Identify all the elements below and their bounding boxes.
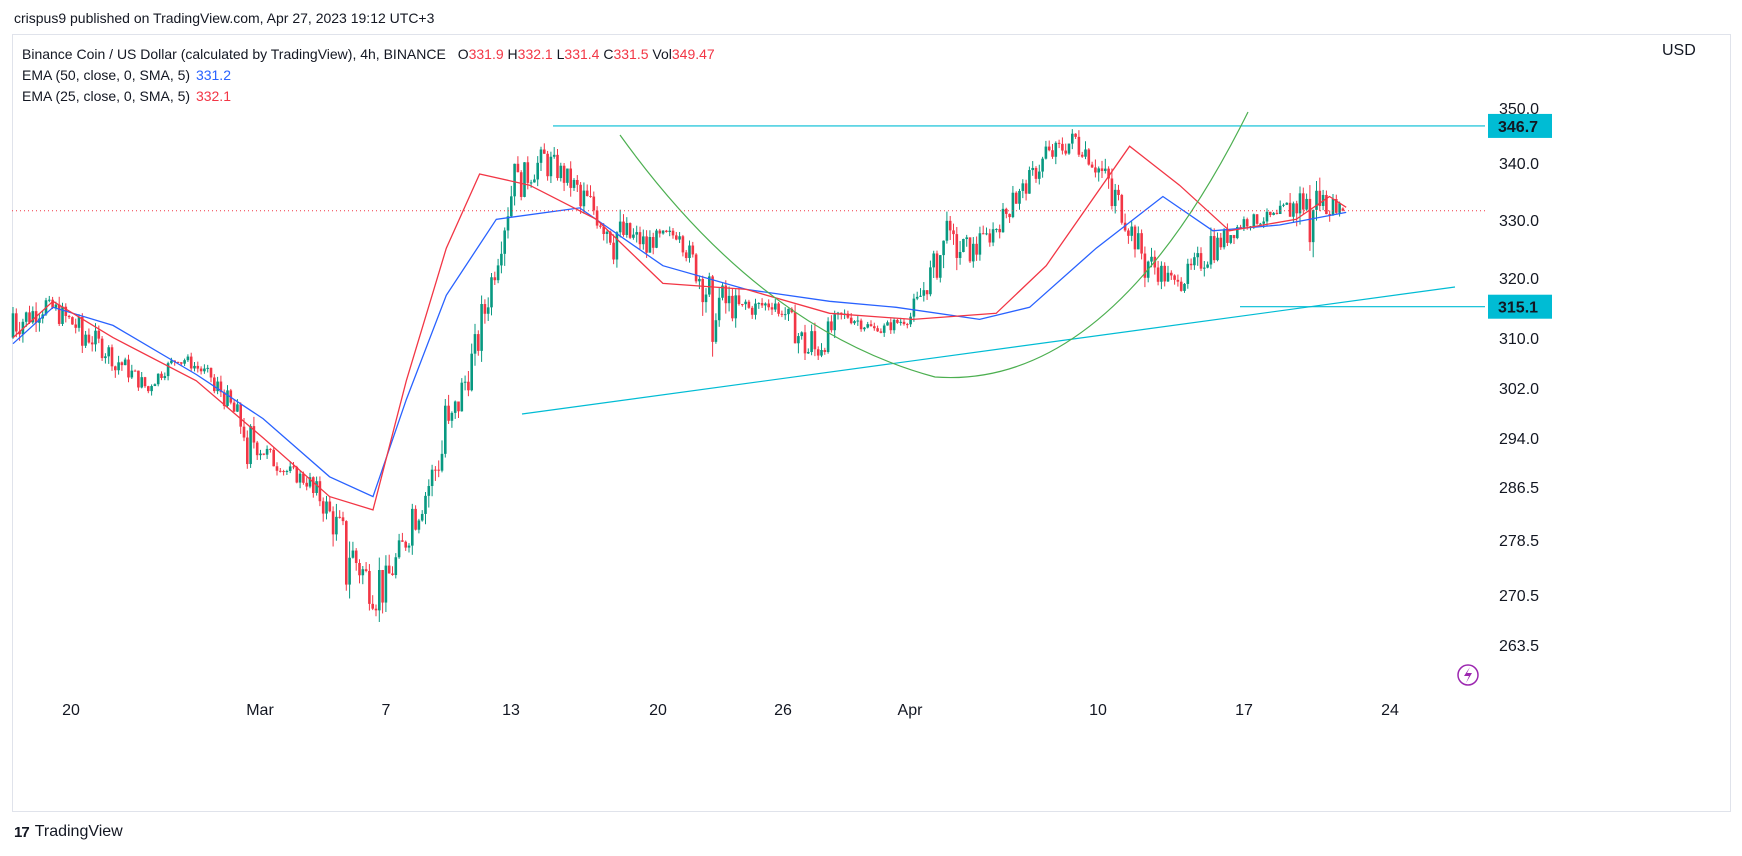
currency-label[interactable]: USD <box>1662 42 1696 59</box>
ema25-value: 332.1 <box>195 88 231 104</box>
ema25-label: EMA (25, close, 0, SMA, 5) <box>22 88 191 104</box>
close-value: 331.5 <box>613 46 649 62</box>
chart-legend: Binance Coin / US Dollar (calculated by … <box>22 44 715 107</box>
attribution: crispus9 published on TradingView.com, A… <box>14 10 435 26</box>
chart-panel[interactable] <box>12 34 1731 812</box>
low-value: 331.4 <box>564 46 600 62</box>
open-label: O <box>457 46 469 62</box>
volume-value: 349.47 <box>671 46 715 62</box>
legend-ema25-row[interactable]: EMA (25, close, 0, SMA, 5) 332.1 <box>22 86 715 107</box>
legend-ema50-row[interactable]: EMA (50, close, 0, SMA, 5) 331.2 <box>22 65 715 86</box>
low-label: L <box>556 46 565 62</box>
close-label: C <box>603 46 614 62</box>
legend-symbol-row: Binance Coin / US Dollar (calculated by … <box>22 44 715 65</box>
symbol-title[interactable]: Binance Coin / US Dollar (calculated by … <box>22 46 446 62</box>
ema50-label: EMA (50, close, 0, SMA, 5) <box>22 67 191 83</box>
footer-brand: TradingView <box>34 823 123 840</box>
volume-label: Vol <box>652 46 672 62</box>
high-value: 332.1 <box>517 46 553 62</box>
footer: 17 TradingView <box>14 823 123 841</box>
tradingview-logo-icon: 17 <box>14 823 30 841</box>
high-label: H <box>507 46 518 62</box>
open-value: 331.9 <box>468 46 504 62</box>
ema50-value: 331.2 <box>195 67 231 83</box>
